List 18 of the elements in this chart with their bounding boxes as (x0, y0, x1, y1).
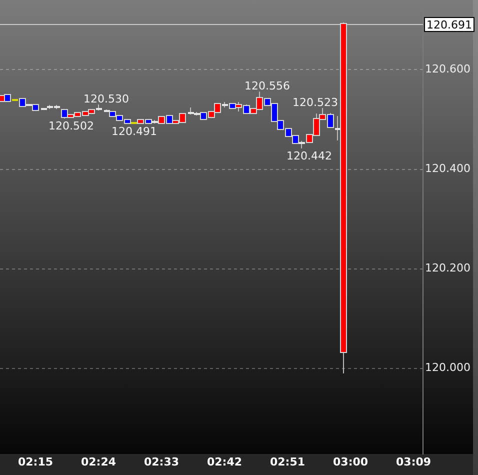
x-tick-label: 03:00 (332, 455, 368, 468)
x-tick-label: 02:24 (80, 455, 116, 468)
y-tick-label: 120.400 (425, 162, 470, 176)
y-tick-label: 120.000 (425, 361, 470, 374)
ref-line-label: 120.691 (426, 18, 472, 32)
x-tick-label: 02:15 (18, 455, 53, 468)
y-tick-label: 120.200 (425, 262, 470, 275)
annotation: 120.530 (83, 92, 129, 106)
annotation: 120.523 (292, 96, 338, 110)
x-tick-label: 02:51 (270, 455, 306, 468)
x-tick-label: 02:33 (144, 455, 180, 468)
annotation: 120.491 (112, 124, 158, 138)
y-tick-label: 120.600 (425, 62, 470, 76)
annotation: 120.556 (244, 80, 290, 93)
x-tick-label: 02:42 (206, 455, 242, 468)
x-tick-label: 03:09 (396, 455, 432, 468)
annotation: 120.502 (48, 119, 94, 132)
annotation: 120.442 (286, 149, 332, 162)
